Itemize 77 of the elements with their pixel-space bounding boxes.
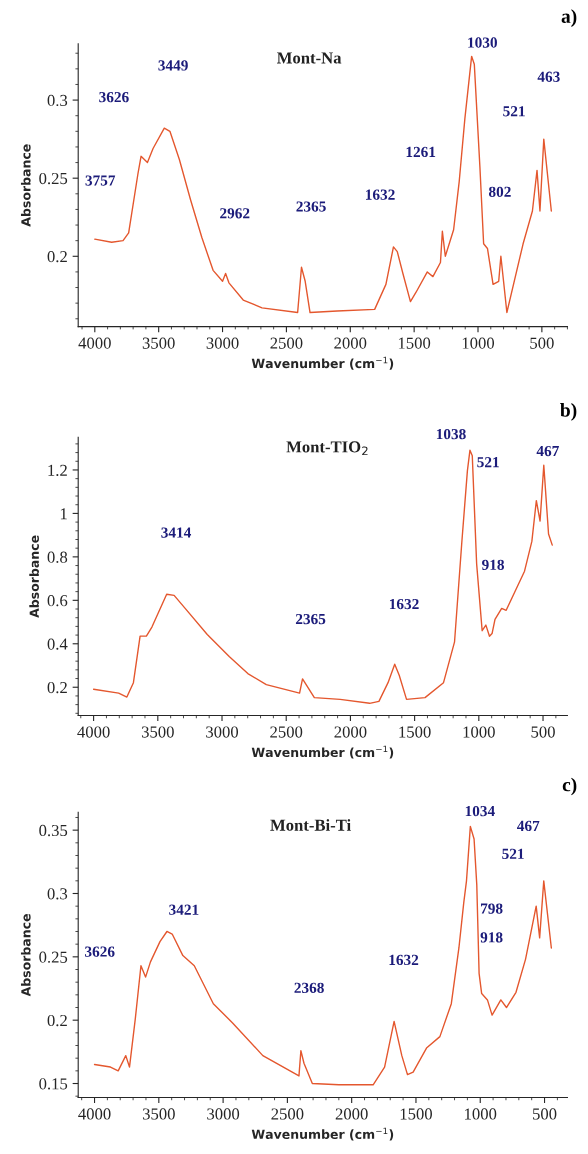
annotation: 3626 <box>85 946 115 957</box>
x-tick-label: 3000 <box>206 337 239 349</box>
x-tick-label: 1000 <box>465 1108 497 1120</box>
annotation: 1034 <box>465 805 495 817</box>
x-tick-label: 1500 <box>399 726 431 738</box>
x-tick-label: 2500 <box>270 726 303 738</box>
x-tick-label: 500 <box>530 337 554 349</box>
x-tick-label: 1500 <box>398 337 431 349</box>
annotation: 918 <box>480 932 503 943</box>
x-tick-label: 500 <box>533 1108 557 1120</box>
annotation: 467 <box>536 445 559 457</box>
x-tick-label: 1000 <box>462 337 495 349</box>
y-tick-label: 0.25 <box>39 951 68 963</box>
x-tick-label: 1500 <box>400 1108 432 1120</box>
annotation: 3626 <box>99 91 129 103</box>
y-tick-label: 0.2 <box>47 250 67 263</box>
x-tick-label: 4000 <box>78 1108 111 1120</box>
y-tick-label: 1.2 <box>48 464 67 476</box>
annotation: 1632 <box>366 189 395 200</box>
y-tick-label: 0.25 <box>39 172 68 185</box>
text: a) <box>561 9 577 27</box>
y-tick-label: 0.3 <box>47 888 68 900</box>
annotation: 2365 <box>295 613 326 625</box>
y-axis-title: Absorbance <box>20 144 31 227</box>
annotation: 1632 <box>389 598 419 610</box>
x-axis-title: Wavenumber (cm$^{−1}$) <box>251 745 394 759</box>
y-tick-label: 0.15 <box>39 1078 68 1090</box>
x-axis-title: Wavenumber (cm$^{−1}$) <box>251 1127 394 1141</box>
chart-title: Mont-TIO$_{2}$ <box>286 441 368 456</box>
y-tick-label: 0.2 <box>47 1014 67 1027</box>
y-tick-label: 0.8 <box>47 551 68 563</box>
annotation: 521 <box>503 106 525 117</box>
annotation: 1030 <box>468 37 497 48</box>
chart-title: Mont-Bi-Ti <box>270 819 351 831</box>
text: b) <box>560 403 577 421</box>
y-axis-title: Absorbance <box>20 914 31 997</box>
x-tick-label: 4000 <box>77 726 110 738</box>
y-tick-label: 0.35 <box>39 824 68 837</box>
annotation: 467 <box>517 820 540 832</box>
x-tick-label: 3500 <box>141 726 174 738</box>
y-tick-label: 0.3 <box>47 94 68 107</box>
annotation: 2368 <box>294 982 324 993</box>
x-tick-label: 500 <box>531 726 555 738</box>
annotation: 521 <box>502 848 524 859</box>
annotation: 3414 <box>161 527 192 538</box>
x-tick-label: 1000 <box>463 726 495 738</box>
x-axis-title: Wavenumber (cm$^{−1}$) <box>251 356 394 370</box>
chart-title: Mont-Na <box>277 52 342 64</box>
annotation: 463 <box>537 71 560 82</box>
annotation: 3449 <box>158 60 188 71</box>
y-tick-label: 0.6 <box>47 595 68 607</box>
annotation: 3421 <box>169 904 199 915</box>
x-tick-label: 2500 <box>271 1108 304 1120</box>
y-axis-title: Absorbance <box>29 535 39 618</box>
annotation: 521 <box>477 457 499 468</box>
x-tick-label: 3000 <box>207 1108 240 1120</box>
annotation: 918 <box>482 559 505 570</box>
y-tick-label: 0.2 <box>47 681 67 694</box>
annotation: 2365 <box>296 201 326 212</box>
x-tick-label: 2500 <box>270 337 303 349</box>
annotation: 1261 <box>406 146 436 158</box>
y-tick-label: 0.4 <box>47 638 68 650</box>
annotation: 2962 <box>220 208 250 219</box>
annotation: 1632 <box>389 954 419 966</box>
x-tick-label: 4000 <box>78 337 111 349</box>
x-tick-label: 3000 <box>206 726 239 738</box>
x-tick-label: 3500 <box>142 1108 175 1120</box>
text: c) <box>562 777 577 796</box>
annotation: 798 <box>481 903 503 914</box>
x-tick-label: 2000 <box>335 1108 368 1120</box>
annotation: 3757 <box>85 175 116 186</box>
annotation: 1038 <box>436 428 466 440</box>
x-tick-label: 2000 <box>334 337 367 349</box>
annotation: 802 <box>488 186 511 197</box>
y-tick-label: 1 <box>60 508 67 520</box>
x-tick-label: 3500 <box>142 337 175 349</box>
x-tick-label: 2000 <box>334 726 367 738</box>
